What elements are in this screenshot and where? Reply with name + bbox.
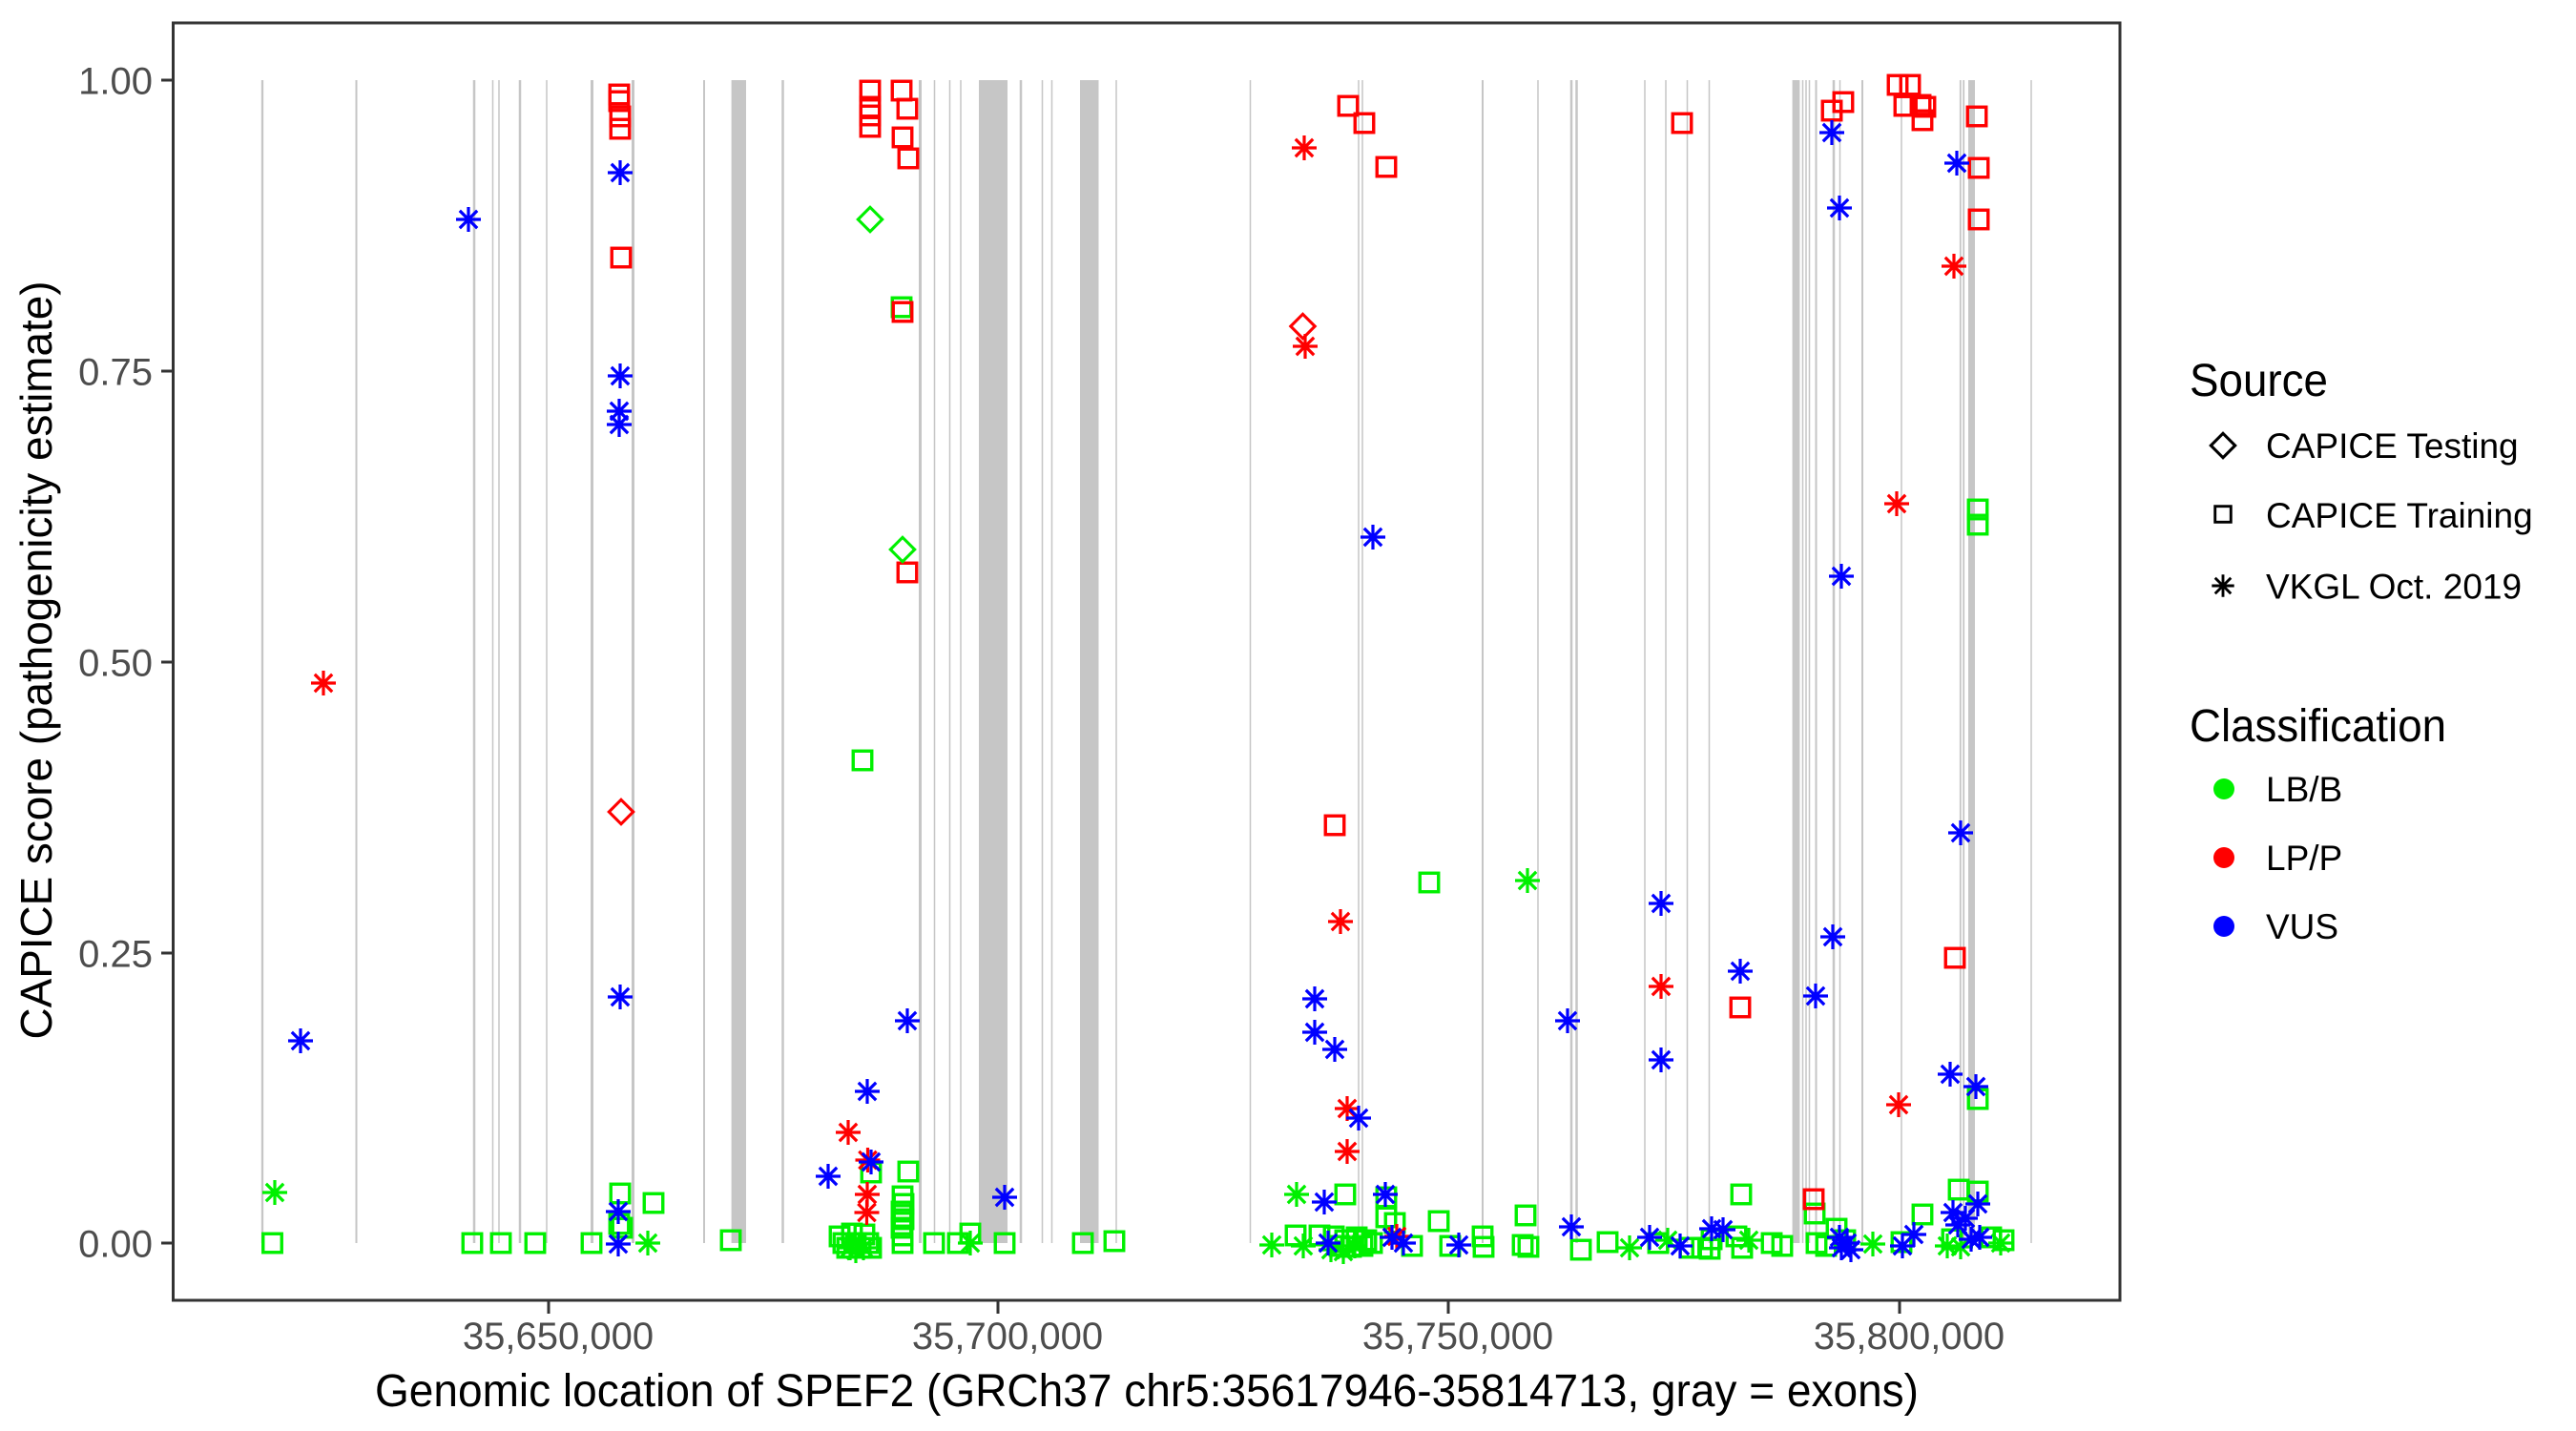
svg-text:LP/P: LP/P [2266,839,2342,878]
svg-text:35,800,000: 35,800,000 [1814,1316,2005,1358]
svg-text:1.00: 1.00 [78,61,153,103]
svg-text:0.25: 0.25 [78,934,153,976]
svg-text:VKGL Oct. 2019: VKGL Oct. 2019 [2266,568,2522,607]
svg-text:0.75: 0.75 [78,352,153,394]
svg-text:Source: Source [2190,356,2328,406]
svg-text:LB/B: LB/B [2266,770,2342,809]
svg-text:Classification: Classification [2190,701,2446,752]
svg-text:35,700,000: 35,700,000 [912,1316,1103,1358]
svg-text:35,650,000: 35,650,000 [463,1316,654,1358]
svg-text:Genomic location of SPEF2 (GRC: Genomic location of SPEF2 (GRCh37 chr5:3… [375,1366,1919,1417]
svg-text:CAPICE score (pathogenicity es: CAPICE score (pathogenicity estimate) [11,281,61,1040]
svg-text:0.50: 0.50 [78,643,153,685]
svg-text:35,750,000: 35,750,000 [1362,1316,1553,1358]
svg-text:CAPICE Training: CAPICE Training [2266,496,2533,535]
svg-text:CAPICE Testing: CAPICE Testing [2266,426,2519,466]
svg-text:VUS: VUS [2266,907,2338,946]
svg-text:0.00: 0.00 [78,1224,153,1266]
